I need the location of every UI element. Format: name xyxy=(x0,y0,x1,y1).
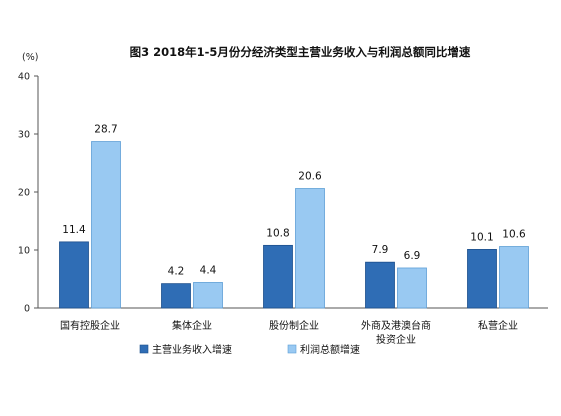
data-label: 10.1 xyxy=(470,231,493,243)
y-axis-unit: (%) xyxy=(22,52,38,63)
data-labels: 11.4 28.7 4.2 4.4 10.8 20.6 7.9 6.9 10.1 10.6 xyxy=(62,124,526,278)
data-label: 4.2 xyxy=(168,266,185,278)
legend-swatch xyxy=(139,344,149,354)
data-label: 6.9 xyxy=(404,250,421,262)
legend-label: 主营业务收入增速 xyxy=(152,343,232,356)
axes: 0 10 20 30 40 xyxy=(18,72,548,315)
legend-swatch xyxy=(287,344,297,354)
y-tick-label: 20 xyxy=(18,188,30,199)
data-label: 11.4 xyxy=(62,224,86,236)
data-label: 20.6 xyxy=(298,171,322,183)
category-label: 国有控股企业 xyxy=(60,319,120,332)
y-tick-label: 0 xyxy=(24,304,30,315)
y-tick-label: 30 xyxy=(18,130,30,141)
category-label: 私营企业 xyxy=(478,319,518,332)
bars xyxy=(59,141,529,309)
bar-revenue xyxy=(365,261,395,309)
bar-profit xyxy=(193,282,223,309)
chart-title: 图3 2018年1-5月份分经济类型主营业务收入与利润总额同比增速 xyxy=(130,45,471,59)
category-label: 集体企业 xyxy=(172,319,212,332)
data-label: 10.8 xyxy=(266,227,289,239)
bar-profit xyxy=(499,246,529,309)
data-label: 4.4 xyxy=(200,264,217,276)
legend-label: 利润总额增速 xyxy=(300,343,360,356)
category-label: 投资企业 xyxy=(376,333,416,346)
category-label: 股份制企业 xyxy=(269,319,319,332)
y-tick-label: 40 xyxy=(18,72,30,83)
bar-profit xyxy=(91,141,121,309)
bar-profit xyxy=(295,188,325,309)
data-label: 7.9 xyxy=(372,244,389,256)
bar-revenue xyxy=(161,283,191,309)
bar-revenue xyxy=(263,244,293,309)
data-label: 28.7 xyxy=(94,124,117,136)
y-tick-label: 10 xyxy=(18,246,30,257)
category-label: 外商及港澳台商 xyxy=(361,319,431,332)
bar-revenue xyxy=(59,241,89,309)
bar-profit xyxy=(397,267,427,309)
data-label: 10.6 xyxy=(502,229,526,241)
legend: 主营业务收入增速 利润总额增速 xyxy=(139,343,360,356)
bar-revenue xyxy=(467,249,497,309)
